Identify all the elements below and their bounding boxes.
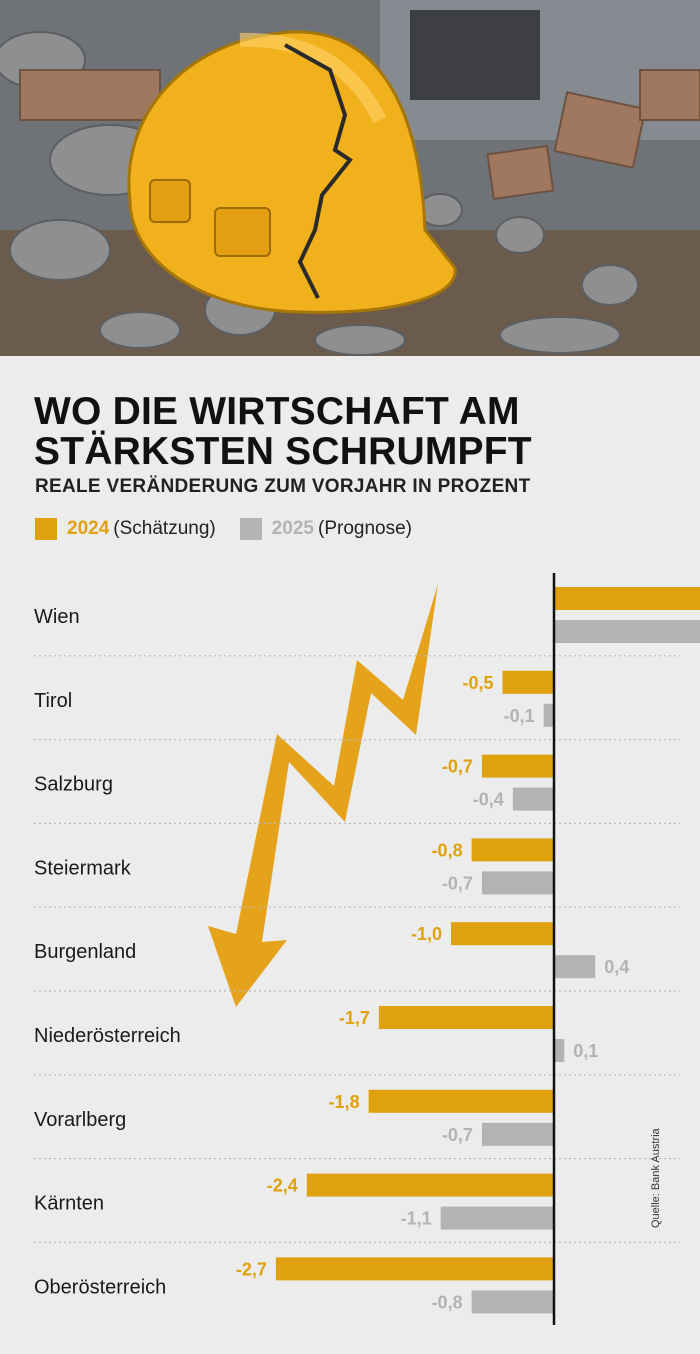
chart-subtitle: REALE VERÄNDERUNG ZUM VORJAHR IN PROZENT [35, 476, 531, 497]
value-label-2024: -1,7 [339, 1008, 370, 1028]
decline-arrow-icon [208, 584, 438, 1007]
bar-2025 [554, 620, 700, 643]
value-label-2025: -0,8 [432, 1292, 463, 1312]
category-label: Kärnten [34, 1193, 104, 1215]
category-label: Tirol [34, 690, 72, 712]
legend: 2024 (Schätzung) 2025 (Prognose) [35, 516, 436, 542]
bar-2025 [512, 787, 554, 811]
value-label-2025: -0,4 [473, 790, 504, 810]
value-label-2025: 0,1 [573, 1041, 598, 1061]
value-label-2025: 0,4 [604, 957, 629, 977]
category-label: Vorarlberg [34, 1109, 126, 1131]
cracked-hard-hat-image [0, 0, 700, 356]
category-label: Oberösterreich [34, 1276, 166, 1298]
legend-item-2024: 2024 (Schätzung) [35, 518, 216, 540]
bar-2024 [378, 1006, 554, 1029]
legend-item-2025: 2025 (Prognose) [239, 518, 413, 540]
bar-2024 [481, 754, 554, 778]
bar-2024 [471, 838, 554, 862]
legend-note-2024: (Schätzung) [113, 518, 216, 539]
category-label: Niederösterreich [34, 1025, 181, 1047]
legend-swatch-2025 [239, 518, 262, 540]
value-label-2024: -0,8 [432, 840, 463, 860]
value-label-2025: -0,7 [442, 873, 473, 893]
bar-2024 [275, 1257, 554, 1281]
value-label-2024: -2,4 [267, 1176, 298, 1196]
chart-title: WO DIE WIRTSCHAFT AM STÄRKSTEN SCHRUMPFT [34, 390, 532, 473]
value-label-2025: -1,1 [401, 1209, 432, 1229]
value-label-2024: -1,8 [329, 1092, 360, 1112]
category-label: Steiermark [34, 857, 132, 879]
bar-2025 [440, 1206, 554, 1230]
bar-2024 [554, 587, 700, 610]
bar-2025 [481, 1122, 554, 1146]
legend-note-2025: (Prognose) [318, 518, 413, 539]
bar-2024 [451, 922, 554, 946]
bar-2025 [554, 955, 596, 979]
value-label-2024: -0,7 [442, 757, 473, 777]
hero-photo [0, 0, 700, 356]
bar-2024 [368, 1089, 554, 1113]
legend-swatch-2024 [35, 518, 57, 540]
bar-2025 [471, 1290, 554, 1314]
category-label: Wien [34, 606, 80, 628]
value-label-2024: -2,7 [236, 1259, 267, 1279]
category-label: Burgenland [34, 941, 136, 963]
bar-2025 [481, 871, 554, 895]
bar-2024 [502, 670, 554, 694]
bar-2025 [543, 703, 554, 727]
legend-year-2025: 2025 [271, 518, 315, 539]
category-label: Salzburg [34, 774, 113, 796]
legend-year-2024: 2024 [67, 518, 110, 539]
value-label-2024: -0,5 [462, 673, 493, 693]
value-label-2025: -0,1 [504, 706, 535, 726]
value-label-2025: -0,7 [442, 1125, 473, 1145]
value-label-2024: -1,0 [411, 924, 442, 944]
bar-2024 [306, 1173, 554, 1197]
source-note: Quelle: Bank Austria [650, 1128, 662, 1228]
bar-2025 [554, 1039, 565, 1062]
